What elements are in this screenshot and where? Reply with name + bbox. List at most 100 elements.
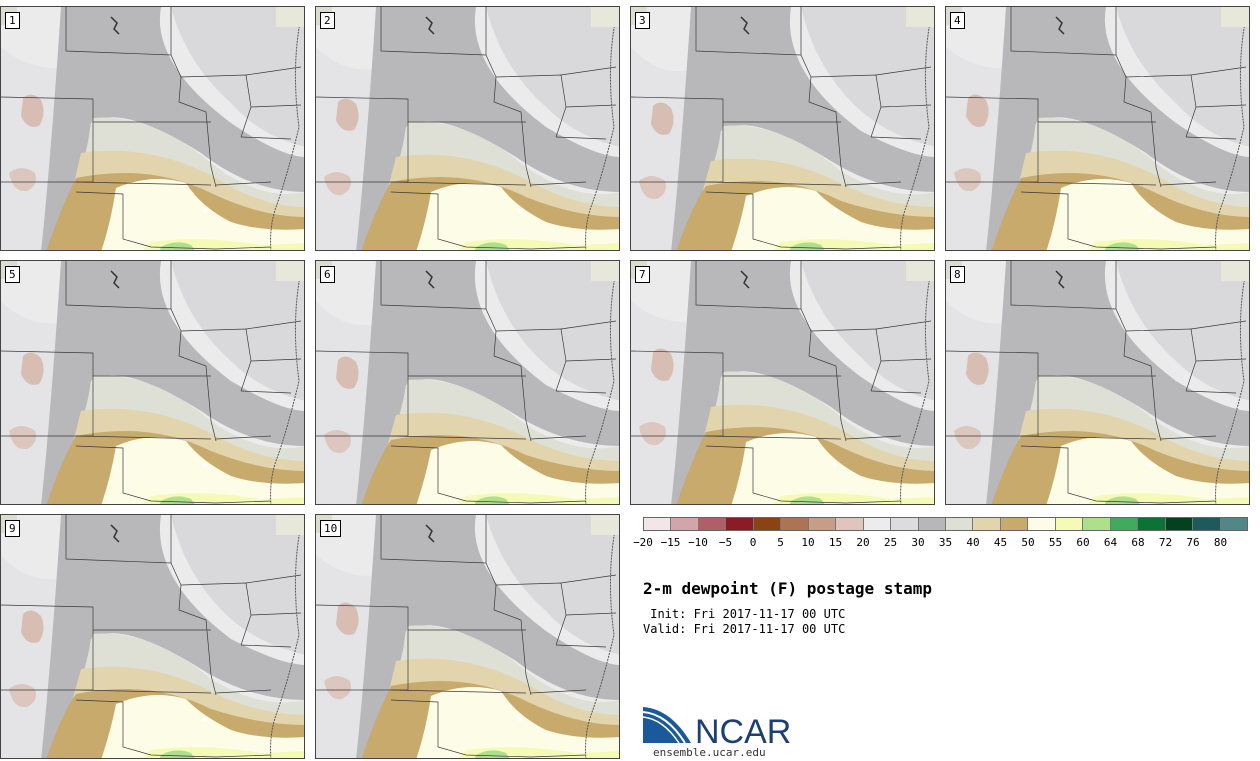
lake-feature <box>110 16 120 35</box>
colorbar <box>643 517 1248 531</box>
member-map <box>1 261 304 504</box>
lake-feature <box>425 524 435 543</box>
dry-pink-patch-2 <box>9 168 36 192</box>
city-marker <box>203 717 207 721</box>
dark-gray-band <box>986 261 1249 504</box>
member-label: 7 <box>635 266 650 283</box>
colorbar-swatch <box>1138 518 1166 530</box>
member-panel: 3 <box>630 6 935 251</box>
dry-pink-patch <box>21 94 44 127</box>
dry-pink-patch-2 <box>954 168 981 192</box>
colorbar-tick-label: 60 <box>1076 536 1090 549</box>
lake-feature <box>1055 16 1065 35</box>
member-panel: 8 <box>945 260 1250 505</box>
state-borders <box>946 261 1247 504</box>
ensemble-url: ensemble.ucar.edu <box>653 746 766 759</box>
member-map <box>1 7 304 250</box>
colorbar-swatch <box>945 518 974 530</box>
humid-yellow-region <box>416 687 619 758</box>
city-marker <box>1148 463 1152 467</box>
member-map <box>316 7 619 250</box>
colorbar-tick-label: 40 <box>966 536 980 549</box>
member-panel: 2 <box>315 6 620 251</box>
colorbar-swatch <box>1000 518 1029 530</box>
colorbar-tick-label: −15 <box>660 536 681 549</box>
humid-yellow-region <box>731 433 934 504</box>
colorbar-tick-label: −10 <box>688 536 708 549</box>
mississippi-river <box>900 16 932 250</box>
member-panel: 10 <box>315 514 620 759</box>
member-map <box>946 261 1249 504</box>
city-marker <box>518 717 522 721</box>
dry-pink-patch-2 <box>9 426 36 450</box>
city-marker <box>518 209 522 213</box>
state-borders <box>316 515 617 758</box>
dry-pink-patch <box>21 352 44 385</box>
city-marker <box>203 463 207 467</box>
member-label: 5 <box>5 266 20 283</box>
dry-pink-patch <box>966 94 989 127</box>
member-panel: 4 <box>945 6 1250 251</box>
member-map <box>631 261 934 504</box>
colorbar-tick-label: 10 <box>801 536 815 549</box>
humid-yellow-region <box>1046 179 1249 250</box>
init-time: Init: Fri 2017-11-17 00 UTC <box>643 607 846 621</box>
terrain-patch <box>591 261 619 281</box>
member-panel: 7 <box>630 260 935 505</box>
humid-yellow-region <box>101 179 304 250</box>
dark-gray-band <box>671 261 934 504</box>
colorbar-tick-label: −5 <box>718 536 733 549</box>
terrain-patch <box>591 7 619 27</box>
city-marker <box>1148 209 1152 213</box>
lake-feature <box>110 524 120 543</box>
member-label: 8 <box>950 266 965 283</box>
member-panel: 5 <box>0 260 305 505</box>
ncar-logo-swoosh-stripe <box>643 711 686 744</box>
lake-feature <box>740 270 750 289</box>
colorbar-swatch <box>1028 518 1056 530</box>
humid-yellow-region <box>416 183 619 250</box>
dry-pink-patch-2 <box>954 426 981 450</box>
dry-pink-patch <box>336 356 359 389</box>
lake-feature <box>740 16 750 35</box>
dry-pink-patch <box>21 610 44 643</box>
dry-pink-patch-2 <box>324 676 351 700</box>
dark-gray-band <box>41 7 304 250</box>
colorbar-tick-label: 15 <box>828 536 843 549</box>
colorbar-tick-label: 64 <box>1103 536 1118 549</box>
colorbar-swatch <box>891 518 919 530</box>
lake-feature <box>425 270 435 289</box>
terrain-patch <box>906 7 934 27</box>
dark-gray-band <box>986 7 1249 250</box>
colorbar-swatch <box>1220 518 1247 530</box>
colorbar-tick-label: −20 <box>633 536 653 549</box>
colorbar-tick-label: 76 <box>1186 536 1200 549</box>
state-borders <box>316 261 617 504</box>
member-label: 9 <box>5 520 20 537</box>
colorbar-swatch <box>973 518 1001 530</box>
mississippi-river <box>900 270 932 504</box>
colorbar-swatch <box>1165 518 1194 530</box>
colorbar-swatch <box>644 518 672 530</box>
ncar-logo-text: NCAR <box>695 713 791 747</box>
mississippi-river <box>585 16 617 250</box>
mid-gray-band <box>486 7 619 147</box>
member-map <box>946 7 1249 250</box>
state-borders <box>1 261 302 504</box>
mid-gray-band <box>171 7 304 147</box>
colorbar-swatch <box>1055 518 1084 530</box>
state-borders <box>946 7 1247 250</box>
humid-yellow-region <box>416 441 619 504</box>
member-label: 2 <box>320 12 335 29</box>
humid-yellow-region <box>101 695 304 758</box>
lake-feature <box>110 270 120 289</box>
terrain-patch <box>906 261 934 281</box>
colorbar-tick-label: 5 <box>777 536 784 549</box>
ncar-logo-swoosh-stripe-2 <box>643 716 680 744</box>
lake-feature <box>425 16 435 35</box>
colorbar-tick-label: 20 <box>856 536 870 549</box>
mississippi-river <box>585 270 617 504</box>
colorbar-swatch <box>1110 518 1139 530</box>
state-borders <box>1 515 302 758</box>
member-label: 6 <box>320 266 335 283</box>
